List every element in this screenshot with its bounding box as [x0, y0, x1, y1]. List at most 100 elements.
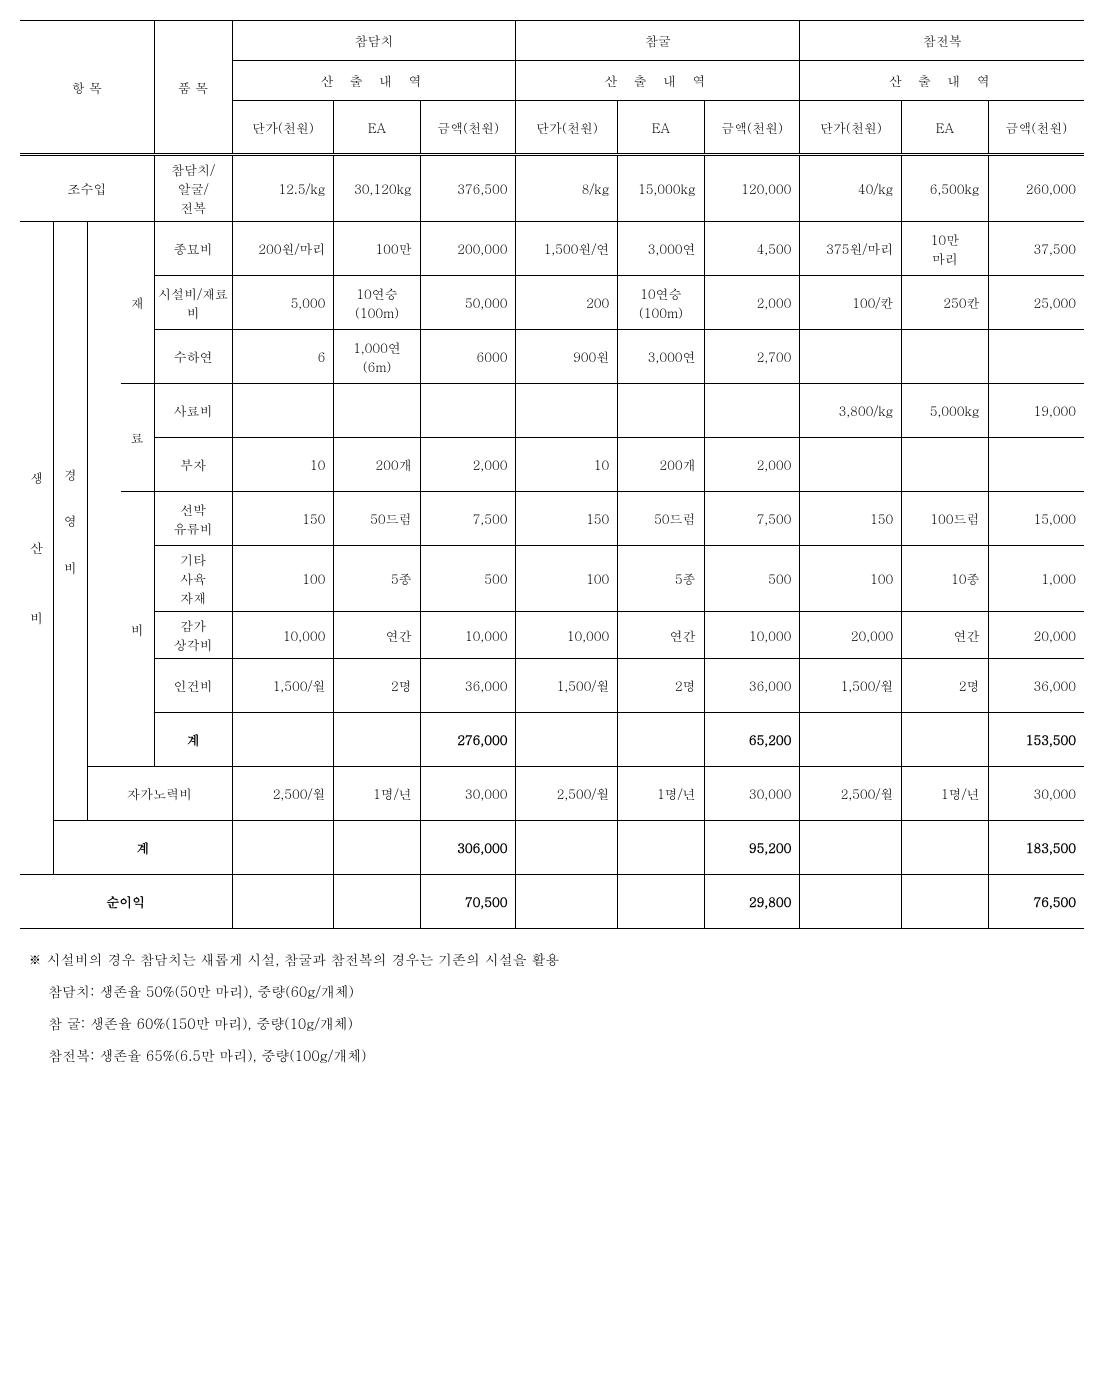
cat-bi3: 비	[121, 492, 155, 767]
cell	[516, 384, 618, 438]
cell: 5,000	[232, 276, 334, 330]
cell	[334, 384, 420, 438]
cell: 3,800/kg	[800, 384, 902, 438]
cell: 100드럼	[902, 492, 988, 546]
cat-saeng-char: 생	[30, 468, 43, 487]
cell: 153,500	[988, 713, 1084, 767]
cell: 20,000	[988, 612, 1084, 659]
col-ea-2: EA	[618, 101, 704, 155]
cell: 200개	[618, 438, 704, 492]
cell: 200원/마리	[232, 222, 334, 276]
cell: 10,000	[420, 612, 516, 659]
cell: 65,200	[704, 713, 800, 767]
cat-saengsanbi: 생 산 비	[20, 222, 54, 875]
cell: 5종	[618, 546, 704, 612]
col-product-3: 참전복	[800, 21, 1084, 61]
row-jaga: 자가노력비 2,500/월 1명/년 30,000 2,500/월 1명/년 3…	[20, 767, 1084, 821]
cell: 150	[516, 492, 618, 546]
row-gye2: 계 306,000 95,200 183,500	[20, 821, 1084, 875]
cell: 50드럼	[334, 492, 420, 546]
cell	[800, 713, 902, 767]
cell	[232, 821, 334, 875]
cat-gyeongyeongbi: 경 영 비	[54, 222, 88, 821]
cell: 2,000	[420, 438, 516, 492]
item: 자가노력비	[87, 767, 232, 821]
cell: 10만 마리	[902, 222, 988, 276]
item: 선박 유류비	[154, 492, 232, 546]
cell: 183,500	[988, 821, 1084, 875]
note-4: 참전복: 생존율 65%(6.5만 마리), 중량(100g/개체)	[28, 1041, 1084, 1069]
cell	[902, 713, 988, 767]
cell	[902, 438, 988, 492]
cat-bi3-char: 비	[131, 620, 144, 639]
cat-jae-char: 재	[131, 293, 144, 312]
row-buja: 부자 10 200개 2,000 10 200개 2,000	[20, 438, 1084, 492]
cat-ryo: 료	[121, 384, 155, 492]
cell: 40/kg	[800, 155, 902, 222]
cell: 12.5/kg	[232, 155, 334, 222]
cell	[516, 713, 618, 767]
cell	[704, 384, 800, 438]
cell: 6000	[420, 330, 516, 384]
cell	[902, 821, 988, 875]
cell	[516, 821, 618, 875]
cell	[800, 330, 902, 384]
row-suha: 수하연 6 1,000연 (6m) 6000 900원 3,000연 2,700	[20, 330, 1084, 384]
footnotes: ※ 시설비의 경우 참담치는 새롭게 시설, 참굴과 참전복의 경우는 기존의 …	[20, 945, 1084, 1069]
cell: 7,500	[704, 492, 800, 546]
note-2: 참담치: 생존율 50%(50만 마리), 중량(60g/개체)	[28, 977, 1084, 1005]
josu-item: 참담치/ 알굴/ 전복	[154, 155, 232, 222]
cell: 1,500/월	[800, 659, 902, 713]
cell: 500	[420, 546, 516, 612]
cell: 200	[516, 276, 618, 330]
cell: 900원	[516, 330, 618, 384]
cell: 30,000	[420, 767, 516, 821]
item: 인건비	[154, 659, 232, 713]
cell: 30,120kg	[334, 155, 420, 222]
item: 부자	[154, 438, 232, 492]
cell	[902, 875, 988, 929]
cell: 연간	[902, 612, 988, 659]
cell: 19,000	[988, 384, 1084, 438]
cell: 연간	[618, 612, 704, 659]
note-3: 참 굴: 생존율 60%(150만 마리), 중량(10g/개체)	[28, 1009, 1084, 1037]
col-sanchul-2: 산 출 내 역	[516, 61, 800, 101]
item: 계	[154, 713, 232, 767]
cell	[334, 821, 420, 875]
cell	[618, 821, 704, 875]
cell: 연간	[334, 612, 420, 659]
cat-gyeong-char: 경	[64, 465, 77, 484]
cell	[516, 875, 618, 929]
cell: 2,000	[704, 276, 800, 330]
cell: 25,000	[988, 276, 1084, 330]
item: 사료비	[154, 384, 232, 438]
cell	[618, 713, 704, 767]
cell: 2,700	[704, 330, 800, 384]
cell: 29,800	[704, 875, 800, 929]
row-gita: 기타 사육 자재 100 5종 500 100 5종 500 100 10종 1…	[20, 546, 1084, 612]
cell	[334, 713, 420, 767]
cell: 1명/년	[618, 767, 704, 821]
col-pummok: 품 목	[154, 21, 232, 155]
cell: 20,000	[800, 612, 902, 659]
cell	[334, 875, 420, 929]
cat-san-char: 산	[30, 538, 43, 557]
col-ea-1: EA	[334, 101, 420, 155]
cell: 70,500	[420, 875, 516, 929]
col-product-2: 참굴	[516, 21, 800, 61]
item: 기타 사육 자재	[154, 546, 232, 612]
cell: 100만	[334, 222, 420, 276]
cell: 2,500/월	[800, 767, 902, 821]
cell: 7,500	[420, 492, 516, 546]
cell	[988, 330, 1084, 384]
cell: 100	[800, 546, 902, 612]
cell: 150	[232, 492, 334, 546]
item: 계	[54, 821, 232, 875]
cell: 1명/년	[334, 767, 420, 821]
cell	[618, 384, 704, 438]
cell	[232, 875, 334, 929]
cell: 276,000	[420, 713, 516, 767]
cell	[800, 875, 902, 929]
cell: 36,000	[420, 659, 516, 713]
cell: 4,500	[704, 222, 800, 276]
